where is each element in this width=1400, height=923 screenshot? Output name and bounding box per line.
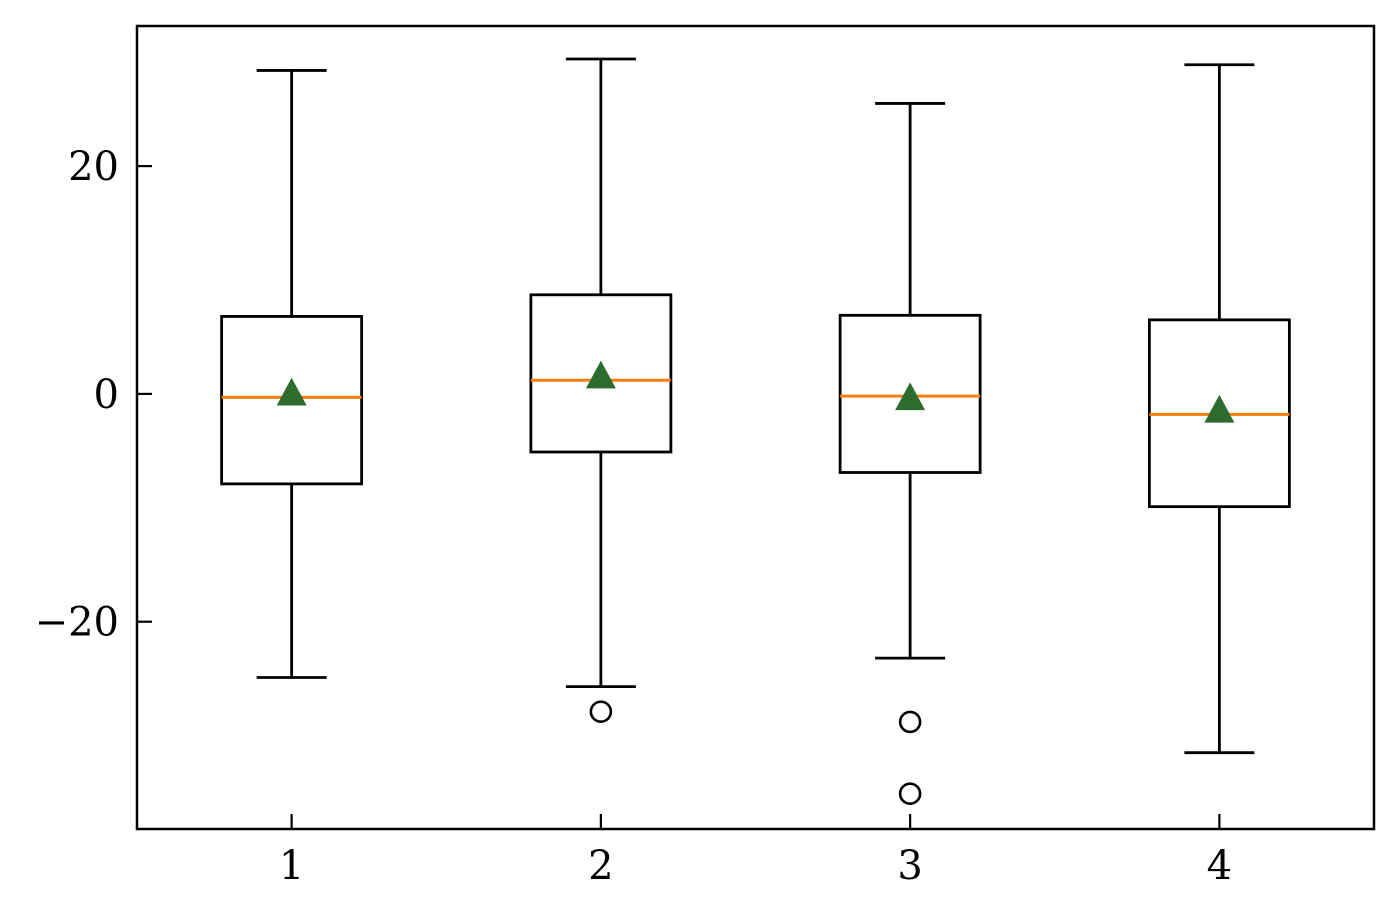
x-tick-label: 1 (279, 843, 304, 889)
mean-marker (276, 377, 307, 406)
iqr-box (220, 315, 364, 486)
outlier-point (589, 700, 613, 723)
box-group-1 (220, 69, 364, 679)
mean-marker (895, 382, 926, 411)
outlier-point (898, 710, 922, 734)
y-tick-label: 0 (94, 372, 119, 418)
x-tick-label: 4 (1207, 843, 1232, 889)
iqr-box (838, 313, 982, 474)
mean-marker (585, 360, 616, 389)
box-group-3 (838, 102, 982, 805)
mean-marker (1204, 394, 1235, 423)
y-tick-label: 20 (68, 144, 119, 190)
outlier-point (898, 782, 922, 805)
y-tick-label: −20 (35, 600, 119, 646)
x-tick-label: 2 (588, 843, 613, 889)
axes-frame (135, 24, 1376, 831)
x-tick-label: 3 (897, 843, 922, 889)
iqr-box (529, 293, 673, 454)
box-group-2 (529, 57, 673, 723)
box-group-4 (1147, 63, 1291, 755)
